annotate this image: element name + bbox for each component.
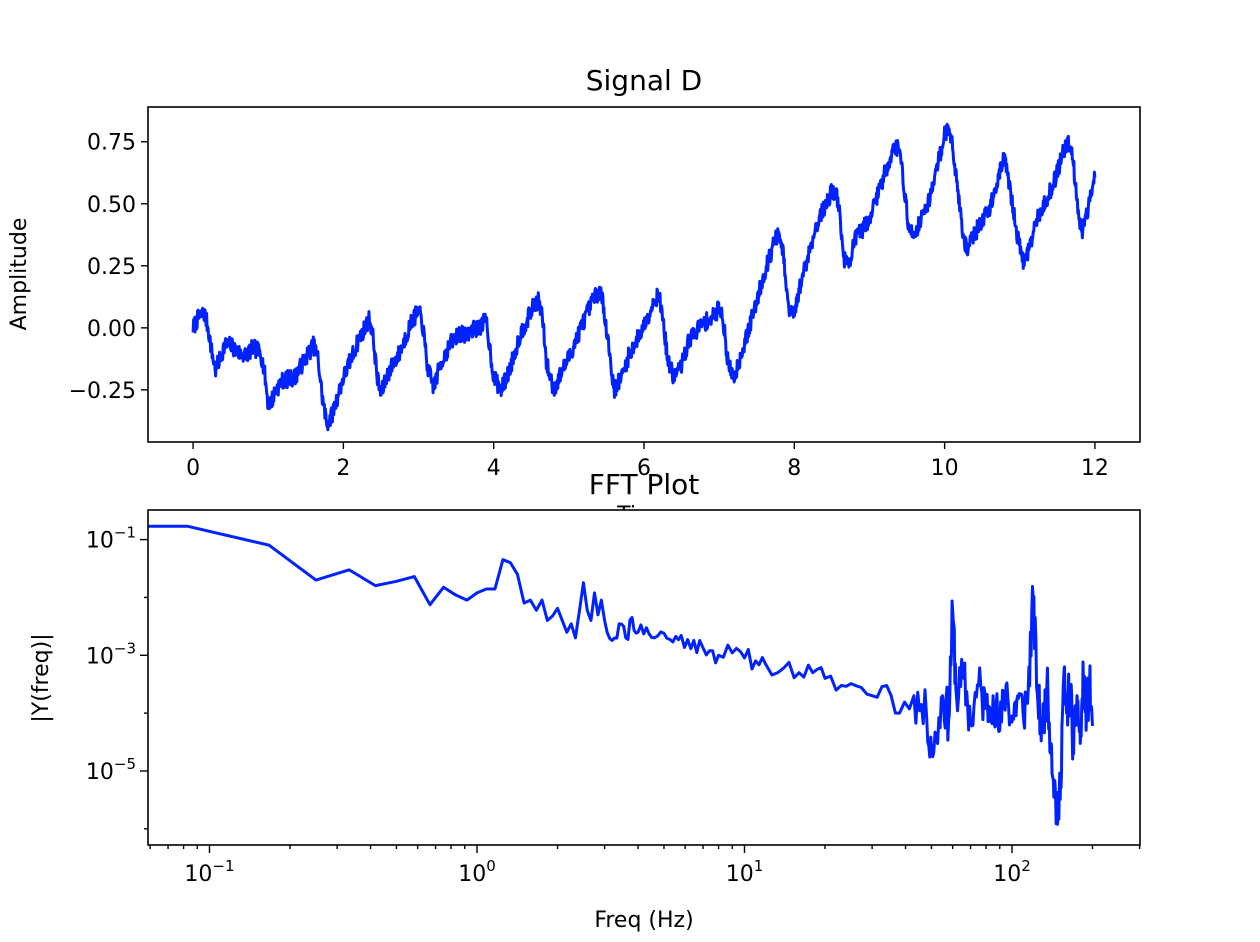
signal-y-tick-label: 0.25 bbox=[87, 255, 136, 280]
signal-ticks: 0 2 4 6 8 10 12 −0.25 0.00 0.25 0.50 0.75 bbox=[69, 131, 1109, 481]
fft-y-tick-label-base: 10 bbox=[86, 529, 114, 554]
signal-y-tick-label: 0.00 bbox=[87, 317, 136, 342]
fft-y-tick-label-exponent: −5 bbox=[114, 755, 136, 773]
signal-y-tick-label: 0.75 bbox=[87, 131, 136, 156]
fft-y-tick-label-exponent: −3 bbox=[114, 639, 136, 657]
fft-x-axis-label: Freq (Hz) bbox=[594, 908, 693, 933]
signal-y-tick-label: −0.25 bbox=[69, 379, 136, 404]
fft-y-tick-label: 10−3 bbox=[86, 639, 136, 669]
fft-y-tick-label-base: 10 bbox=[86, 760, 114, 785]
signal-x-tick-label: 8 bbox=[787, 456, 801, 481]
signal-title: Signal D bbox=[586, 64, 702, 97]
signal-x-tick-label: 6 bbox=[637, 456, 651, 481]
signal-line-group bbox=[191, 122, 1097, 432]
fft-x-tick-label-base: 10 bbox=[184, 862, 212, 887]
fft-axes-frame bbox=[147, 509, 1141, 846]
fft-y-tick-label-base: 10 bbox=[86, 644, 114, 669]
signal-x-tick-label: 2 bbox=[336, 456, 350, 481]
fft-y-axis-label: |Y(freq)| bbox=[29, 633, 54, 722]
signal-x-tick-label: 4 bbox=[487, 456, 501, 481]
fft-x-tick-label: 10−1 bbox=[184, 857, 234, 887]
signal-y-axis-label: Amplitude bbox=[7, 218, 32, 331]
fft-title: FFT Plot bbox=[589, 468, 700, 501]
fft-axes-background bbox=[148, 510, 1140, 845]
signal-x-tick-label: 10 bbox=[931, 456, 959, 481]
fft-x-tick-label: 101 bbox=[726, 857, 764, 887]
fft-x-tick-label-base: 10 bbox=[993, 862, 1021, 887]
fft-x-tick-label-exponent: 2 bbox=[1021, 857, 1031, 875]
fft-y-tick-label: 10−5 bbox=[86, 755, 136, 785]
fft-x-tick-label: 102 bbox=[993, 857, 1031, 887]
fft-y-tick-label-exponent: −1 bbox=[114, 524, 136, 542]
fft-x-tick-label-exponent: −1 bbox=[212, 857, 234, 875]
fft-x-tick-label-exponent: 0 bbox=[486, 857, 496, 875]
signal-x-tick-label: 0 bbox=[186, 456, 200, 481]
fft-x-tick-label-base: 10 bbox=[458, 862, 486, 887]
fft-line bbox=[148, 524, 1095, 826]
signal-line bbox=[191, 122, 1097, 432]
fft-x-tick-label: 100 bbox=[458, 857, 496, 887]
signal-x-tick-label: 12 bbox=[1081, 456, 1109, 481]
fft-line-group bbox=[148, 524, 1095, 826]
signal-y-tick-label: 0.50 bbox=[87, 193, 136, 218]
fft-x-tick-label-exponent: 1 bbox=[754, 857, 764, 875]
fft-y-tick-label: 10−1 bbox=[86, 524, 136, 554]
fft-x-tick-label-base: 10 bbox=[726, 862, 754, 887]
